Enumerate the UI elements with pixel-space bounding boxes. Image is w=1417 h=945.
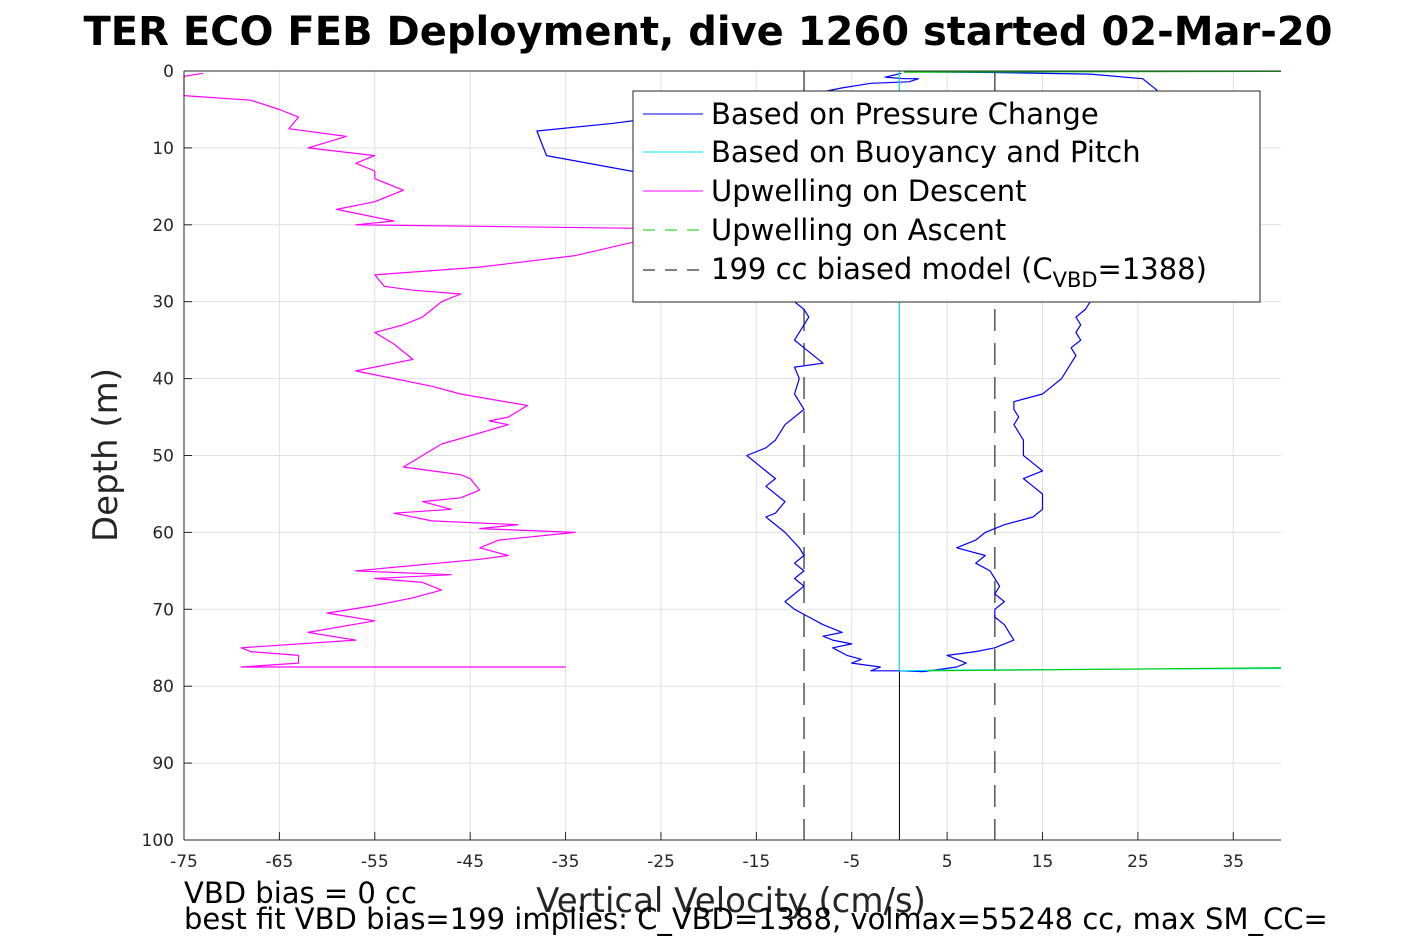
- legend-box: [632, 90, 1261, 303]
- legend-label-up-descent: Upwelling on Descent: [711, 174, 1027, 208]
- x-tick-label-10: 25: [1127, 852, 1149, 872]
- series-up-ascent-surface: [904, 70, 1282, 73]
- series-up-descent: [183, 72, 662, 668]
- y-tick-label-3: 30: [152, 293, 174, 313]
- legend-label-up-ascent: Upwelling on Ascent: [711, 213, 1006, 247]
- y-tick-label-2: 20: [152, 216, 174, 236]
- x-tick-label-11: 35: [1222, 852, 1244, 872]
- legend-model-tail: =1388): [1098, 252, 1207, 286]
- x-tick-label-3: -45: [456, 852, 484, 872]
- legend: Based on Pressure Change Based on Buoyan…: [632, 90, 1261, 303]
- y-tick-label-0: 0: [163, 62, 174, 82]
- y-tick-label-9: 90: [152, 754, 174, 774]
- series-up-ascent-bottom: [928, 667, 1282, 672]
- y-axis-label: Depth (m): [86, 368, 126, 542]
- y-tick-label-5: 50: [152, 447, 174, 467]
- legend-label-pressure: Based on Pressure Change: [711, 97, 1099, 131]
- x-tick-label-1: -65: [266, 852, 294, 872]
- x-tick-label-0: -75: [170, 852, 198, 872]
- y-tick-labels: 0 10 20 30 40 50 60 70 80 90 100: [142, 62, 174, 851]
- x-tick-label-7: -5: [843, 852, 860, 872]
- y-tick-label-7: 70: [152, 600, 174, 620]
- x-tick-label-8: 5: [942, 852, 953, 872]
- legend-label-model: 199 cc biased model (CVBD=1388): [711, 252, 1207, 292]
- y-tick-label-8: 80: [152, 677, 174, 697]
- y-tick-label-6: 60: [152, 523, 174, 543]
- y-tick-label-1: 10: [152, 139, 174, 159]
- legend-model-main: 199 cc biased model (C: [711, 252, 1053, 286]
- y-tick-label-10: 100: [142, 831, 174, 851]
- x-tick-label-6: -15: [742, 852, 770, 872]
- note-vbd-bias: VBD bias = 0 cc: [184, 876, 417, 910]
- x-axis-label: Vertical Velocity (cm/s): [536, 881, 926, 921]
- y-tick-label-4: 40: [152, 370, 174, 390]
- note-best-fit: best fit VBD bias=199 implies: C_VBD=138…: [184, 902, 1328, 936]
- legend-model-sub: VBD: [1053, 268, 1098, 292]
- x-tick-label-2: -55: [361, 852, 389, 872]
- x-tick-label-4: -35: [552, 852, 580, 872]
- legend-label-buoyancy: Based on Buoyancy and Pitch: [711, 135, 1141, 169]
- model-lines: [803, 71, 996, 840]
- x-tick-labels: -75 -65 -55 -45 -35 -25 -15 -5 5 15 25 35: [170, 852, 1244, 872]
- series-pressure-descent: [536, 72, 924, 673]
- x-tick-label-9: 15: [1032, 852, 1054, 872]
- axes: [183, 70, 1281, 841]
- x-tick-label-5: -25: [647, 852, 675, 872]
- chart-title: TER ECO FEB Deployment, dive 1260 starte…: [83, 9, 1332, 55]
